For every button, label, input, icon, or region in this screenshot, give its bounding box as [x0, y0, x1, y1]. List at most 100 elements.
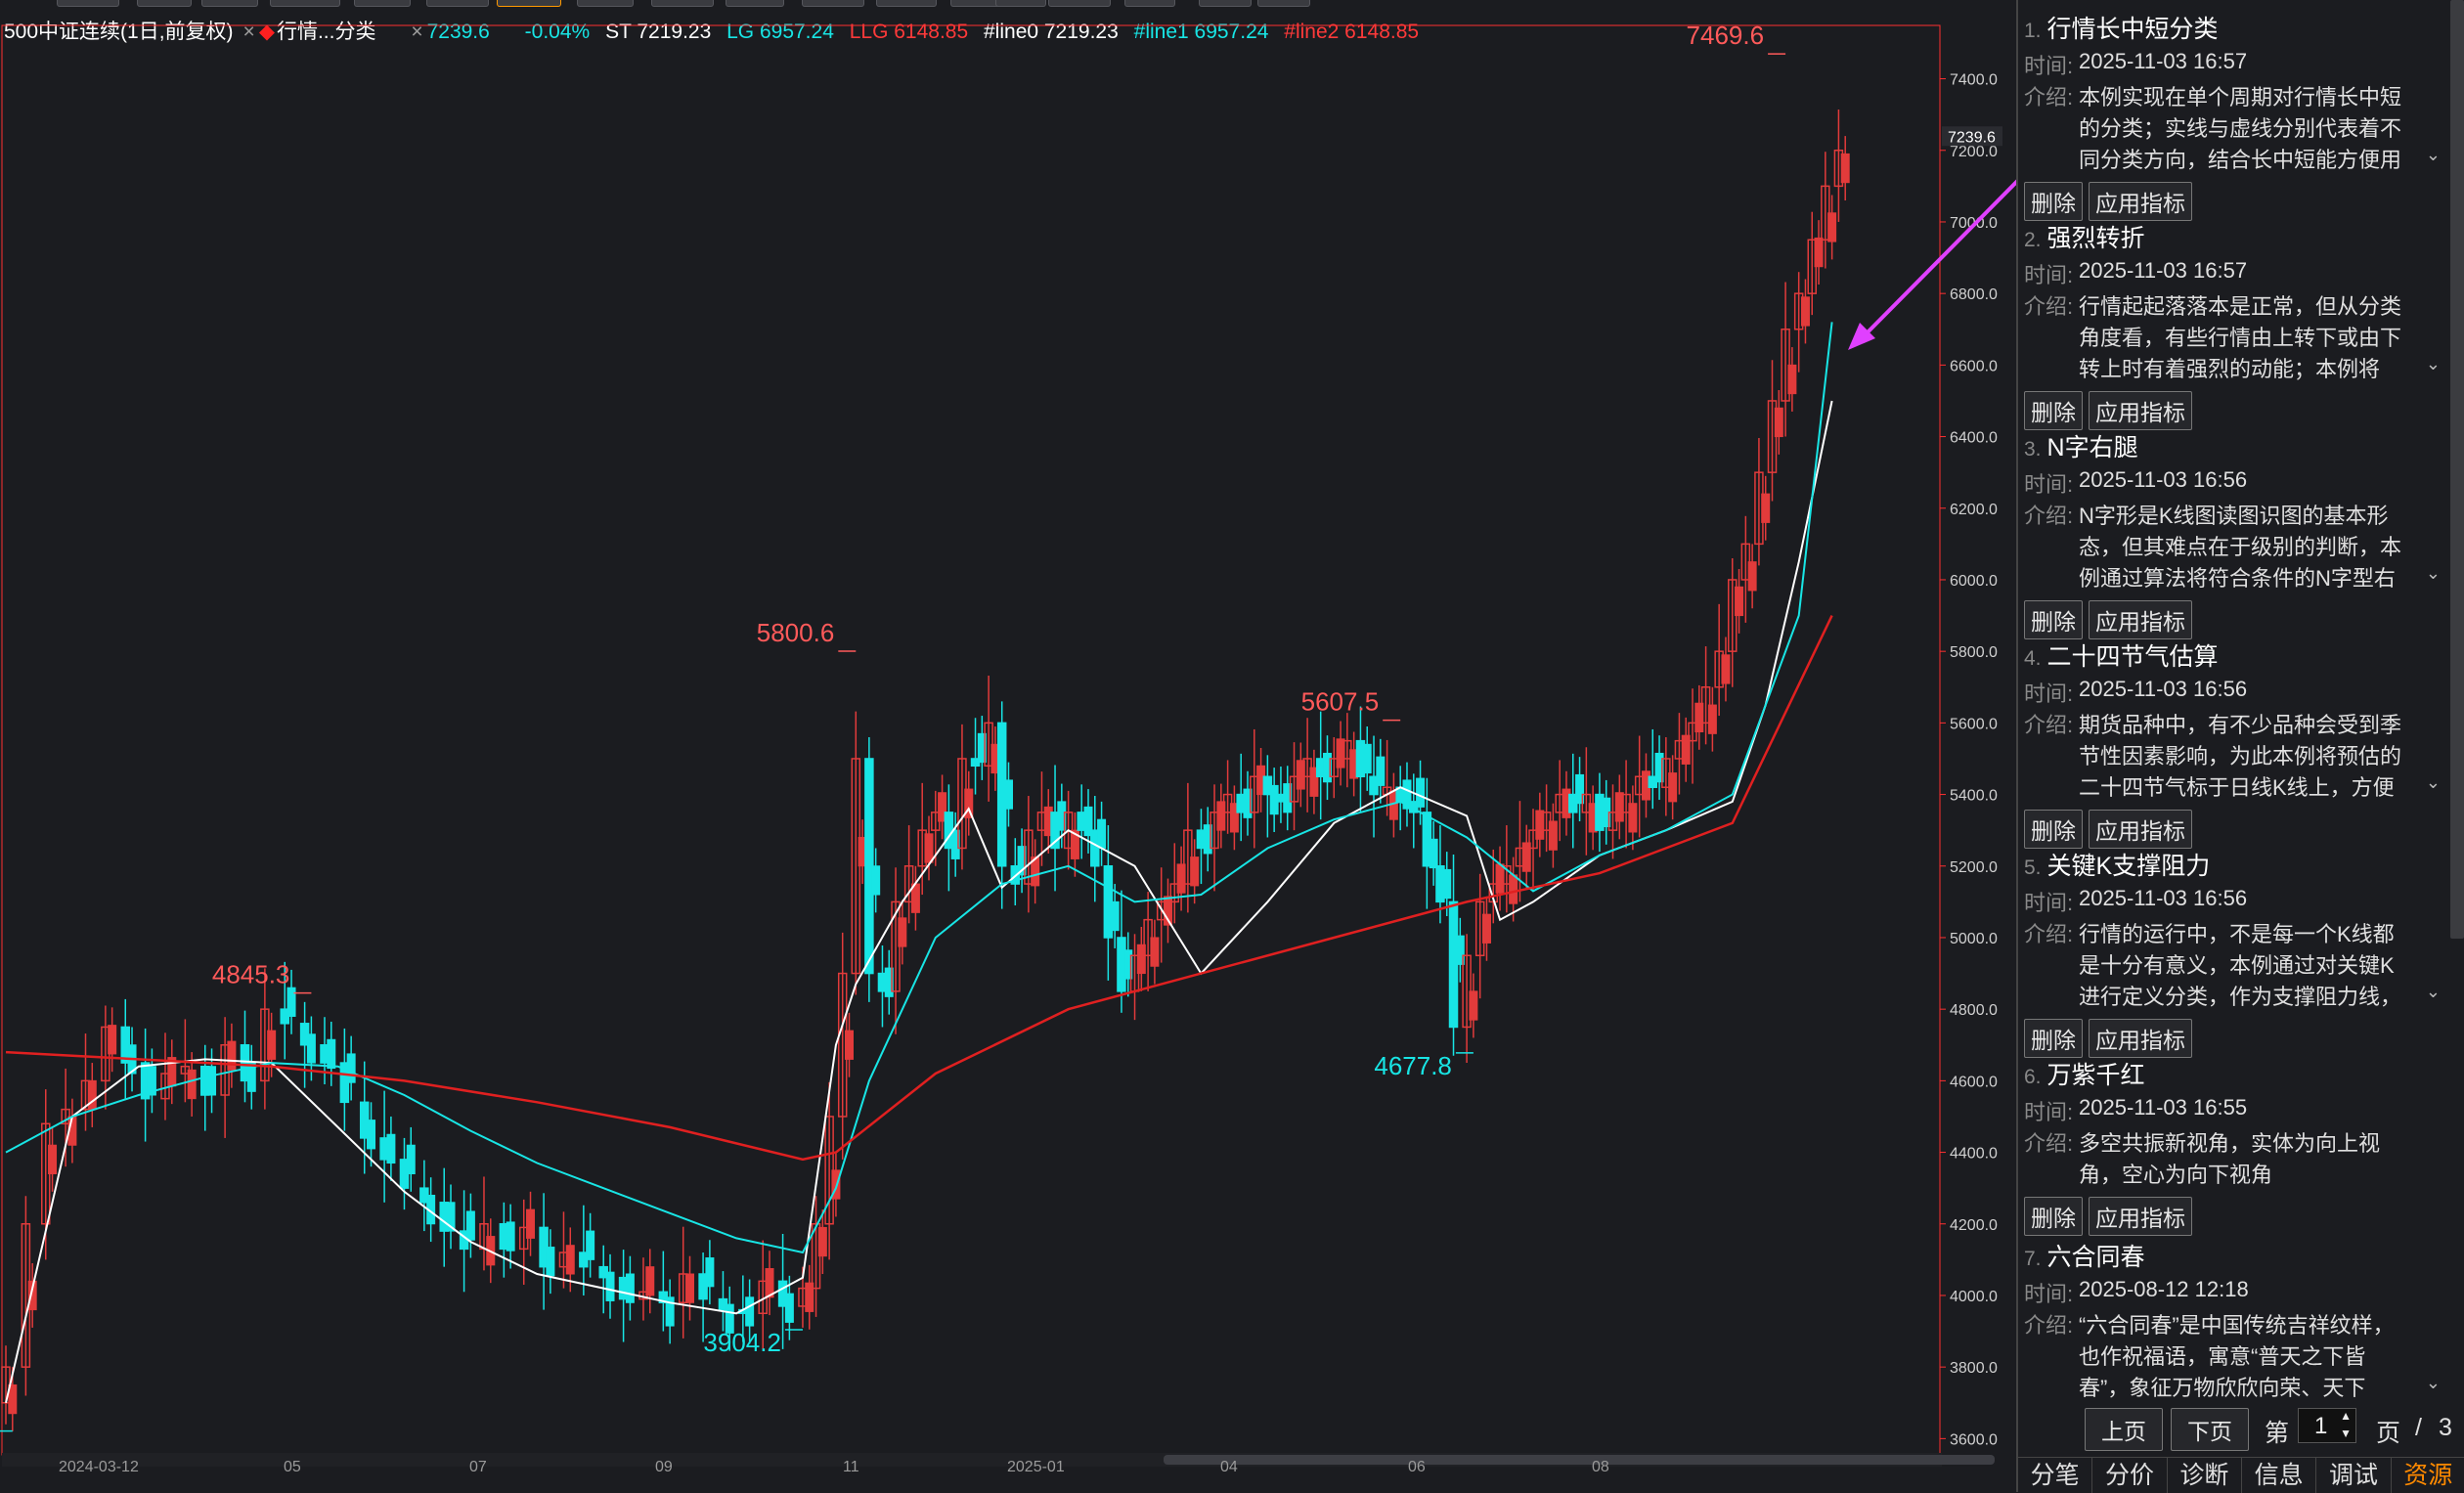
- toolbar-button[interactable]: [995, 0, 1046, 7]
- chart-legend: 500中证连续(1日,前复权) × ◆行情...分类 × 7239.6 -0.04% …: [4, 16, 1429, 45]
- toolbar-button[interactable]: [426, 0, 489, 7]
- apply-indicator-button[interactable]: 应用指标: [2089, 1019, 2192, 1058]
- toolbar-button[interactable]: [1124, 0, 1175, 7]
- apply-indicator-button[interactable]: 应用指标: [2089, 182, 2192, 221]
- indicator-title-row[interactable]: 2. 强烈转折: [2024, 219, 2444, 254]
- delete-button[interactable]: 删除: [2024, 1019, 2083, 1058]
- toolbar-button[interactable]: [270, 0, 340, 7]
- toolbar-button[interactable]: [354, 0, 411, 7]
- toolbar-button-active[interactable]: [497, 0, 561, 7]
- prev-page-button[interactable]: 上页: [2085, 1408, 2163, 1451]
- indicator-title[interactable]: N字右腿: [2046, 434, 2138, 461]
- toolbar-button[interactable]: [57, 0, 119, 7]
- candle-body: [1761, 493, 1771, 523]
- indicator-item[interactable]: 4. 二十四节气估算 时间: 2025-11-03 16:56 介绍: 期货品种中，有不少…: [2024, 637, 2444, 849]
- candle-body: [1309, 767, 1319, 797]
- indicator-label[interactable]: 行情...分类: [276, 21, 376, 43]
- y-tick-label: 7400.0: [1950, 72, 1998, 89]
- toolbar-button[interactable]: [1048, 0, 1111, 7]
- apply-indicator-button[interactable]: 应用指标: [2089, 600, 2192, 639]
- toolbar-button[interactable]: [802, 0, 864, 7]
- indicator-list[interactable]: 1. 行情长中短分类 时间: 2025-11-03 16:57 介绍: 本例实现在单个周期…: [2018, 0, 2448, 1398]
- tab-分笔[interactable]: 分笔: [2018, 1458, 2093, 1493]
- indicator-title[interactable]: 万紫千红: [2046, 1062, 2145, 1089]
- time-label: 时间:: [2024, 891, 2074, 915]
- page-stepper-icon[interactable]: ▲ ▼: [2340, 1409, 2352, 1440]
- y-tick-label: 3800.0: [1950, 1360, 1998, 1377]
- apply-indicator-button[interactable]: 应用指标: [2089, 810, 2192, 849]
- candle-body: [1827, 212, 1837, 242]
- indicator-title[interactable]: 六合同春: [2046, 1244, 2145, 1271]
- pointer-arrow-head: [1848, 323, 1875, 350]
- delete-button[interactable]: 删除: [2024, 182, 2083, 221]
- toolbar-button[interactable]: [1257, 0, 1310, 7]
- toolbar-button[interactable]: [876, 0, 937, 7]
- indicator-title[interactable]: 二十四节气估算: [2046, 643, 2219, 671]
- tab-诊断[interactable]: 诊断: [2168, 1458, 2242, 1493]
- indicator-title[interactable]: 行情长中短分类: [2046, 16, 2219, 43]
- panel-scrollbar[interactable]: [2450, 0, 2464, 939]
- x-tick-label: 07: [469, 1459, 487, 1475]
- current-price-label: 7239.6: [1948, 129, 1996, 146]
- chart-area[interactable]: 500中证连续(1日,前复权) × ◆行情...分类 × 7239.6 -0.04% …: [0, 0, 2016, 1492]
- delete-button[interactable]: 删除: [2024, 391, 2083, 430]
- page-total: 3: [2439, 1414, 2452, 1441]
- delete-button[interactable]: 删除: [2024, 1197, 2083, 1236]
- close-indicator-icon[interactable]: ×: [411, 21, 423, 43]
- indicator-title-row[interactable]: 4. 二十四节气估算: [2024, 637, 2444, 673]
- toolbar-button[interactable]: [726, 0, 784, 7]
- candle-body: [1402, 779, 1412, 810]
- x-tick-label: 05: [284, 1459, 301, 1475]
- indicator-item[interactable]: 1. 行情长中短分类 时间: 2025-11-03 16:57 介绍: 本例实现在单个周期…: [2024, 10, 2444, 221]
- indicator-title[interactable]: 关键K支撑阻力: [2046, 853, 2211, 880]
- indicator-item[interactable]: 7. 六合同春 时间: 2025-08-12 12:18 介绍: “六合同春”是中国传统吉…: [2024, 1238, 2444, 1398]
- indicator-title-row[interactable]: 1. 行情长中短分类: [2024, 10, 2444, 45]
- indicator-item[interactable]: 6. 万紫千红 时间: 2025-11-03 16:55 介绍: 多空共振新视角，实体为向…: [2024, 1056, 2444, 1236]
- candle-body: [665, 1296, 675, 1327]
- apply-indicator-button[interactable]: 应用指标: [2089, 391, 2192, 430]
- expand-chevron-icon[interactable]: ⌄: [2425, 354, 2441, 373]
- indicator-title-row[interactable]: 5. 关键K支撑阻力: [2024, 847, 2444, 882]
- candle-body: [1707, 704, 1717, 734]
- candle-body: [526, 1208, 536, 1239]
- indicator-item[interactable]: 5. 关键K支撑阻力 时间: 2025-11-03 16:56 介绍: 行情的运行中，不是…: [2024, 847, 2444, 1058]
- indicator-title-row[interactable]: 3. N字右腿: [2024, 428, 2444, 463]
- apply-indicator-button[interactable]: 应用指标: [2089, 1197, 2192, 1236]
- candle-body: [386, 1133, 396, 1164]
- indicator-title[interactable]: 强烈转折: [2046, 225, 2145, 252]
- tab-信息[interactable]: 信息: [2242, 1458, 2317, 1493]
- toolbar-button[interactable]: [651, 0, 714, 7]
- indicator-time-row: 时间: 2025-08-12 12:18: [2024, 1277, 2444, 1308]
- expand-chevron-icon[interactable]: ⌄: [2425, 1373, 2441, 1392]
- indicator-item[interactable]: 2. 强烈转折 时间: 2025-11-03 16:57 介绍: 行情起起落落本是正常，但…: [2024, 219, 2444, 430]
- expand-chevron-icon[interactable]: ⌄: [2425, 145, 2441, 164]
- symbol-label[interactable]: 500中证连续(1日,前复权): [4, 21, 234, 43]
- close-symbol-icon[interactable]: ×: [242, 21, 255, 43]
- page-input[interactable]: 1 ▲ ▼: [2298, 1408, 2356, 1443]
- expand-chevron-icon[interactable]: ⌄: [2425, 772, 2441, 792]
- tab-分价[interactable]: 分价: [2092, 1458, 2168, 1493]
- price-chart-svg[interactable]: 7400.07200.07000.06800.06600.06400.06200…: [0, 0, 2016, 1492]
- page-suffix: 页: [2376, 1420, 2401, 1447]
- indicator-title-row[interactable]: 7. 六合同春: [2024, 1238, 2444, 1273]
- delete-button[interactable]: 删除: [2024, 810, 2083, 849]
- candle-body: [506, 1221, 515, 1251]
- indicator-desc-row: 介绍: 期货品种中，有不少品种会受到季节性因素影响，为此本例将预估的二十四节气标于…: [2024, 710, 2444, 804]
- toolbar-button[interactable]: [1199, 0, 1252, 7]
- indicator-time: 2025-11-03 16:57: [2079, 258, 2248, 283]
- candle-body: [1097, 818, 1107, 849]
- expand-chevron-icon[interactable]: ⌄: [2425, 563, 2441, 583]
- candle-body: [1190, 856, 1200, 887]
- delete-button[interactable]: 删除: [2024, 600, 2083, 639]
- candle-body: [1575, 773, 1585, 805]
- tab-调试[interactable]: 调试: [2316, 1458, 2392, 1493]
- toolbar-button[interactable]: [137, 0, 192, 7]
- expand-chevron-icon[interactable]: ⌄: [2425, 982, 2441, 1001]
- next-page-button[interactable]: 下页: [2171, 1408, 2249, 1451]
- indicator-title-row[interactable]: 6. 万紫千红: [2024, 1056, 2444, 1091]
- change-value: -0.04%: [524, 21, 591, 43]
- toolbar-button[interactable]: [201, 0, 258, 7]
- indicator-item[interactable]: 3. N字右腿 时间: 2025-11-03 16:56 介绍: N字形是K线图读图识图的…: [2024, 428, 2444, 639]
- toolbar-button[interactable]: [577, 0, 634, 7]
- tab-资源[interactable]: 资源: [2392, 1458, 2464, 1493]
